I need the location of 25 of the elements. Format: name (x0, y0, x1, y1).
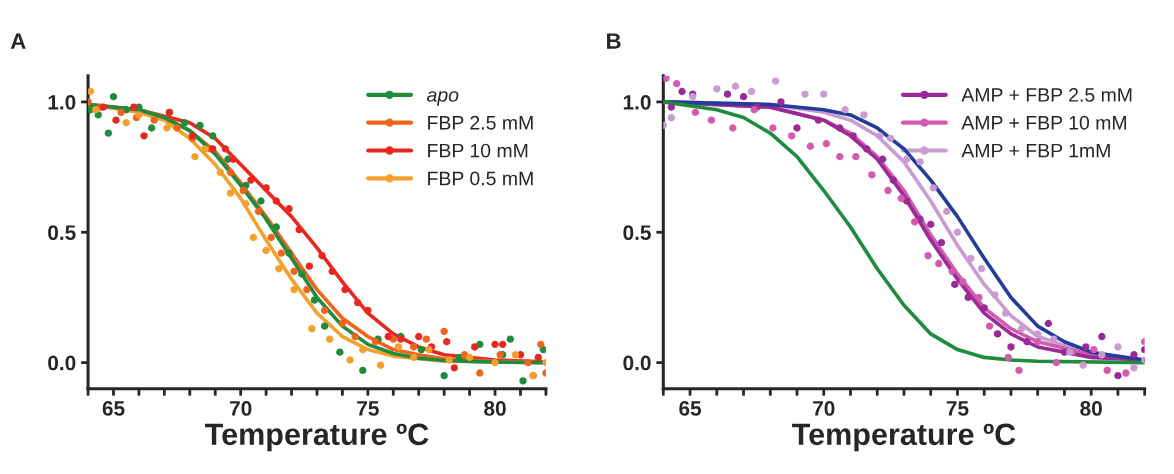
y-tick-label: 0.0 (623, 355, 651, 371)
chart-title: A (10, 33, 26, 49)
y-tick-label: 1.0 (48, 94, 76, 110)
y-tick-label: 0.5 (623, 225, 651, 241)
legend-label: AMP + FBP 2.5 mM (961, 88, 1132, 102)
y-tick-label: 1.0 (623, 94, 651, 110)
legend-label: AMP + FBP 10 mM (961, 115, 1126, 130)
legend-label: FBP 2.5 mM (428, 115, 533, 130)
x-tick-label: 70 (813, 401, 835, 416)
legend-label: FBP 0.5 mM (428, 171, 533, 186)
x-tick-label: 65 (679, 401, 702, 416)
x-tick-label: 75 (357, 401, 379, 416)
legend-label: apo (426, 91, 459, 106)
legend-label: AMP + FBP 1mM (961, 143, 1110, 158)
x-tick-label: 80 (484, 401, 506, 416)
legend-label: FBP 10 mM (428, 143, 528, 158)
x-tick-label: 80 (1080, 401, 1102, 416)
y-tick-label: 0.5 (48, 225, 76, 241)
y-tick-label: 0.0 (48, 355, 76, 371)
chart-title: B (607, 33, 621, 49)
x-axis-title: Temperature ºC (205, 423, 429, 452)
x-axis-title: Temperature ºC (792, 423, 1016, 452)
x-tick-label: 70 (229, 401, 252, 416)
x-tick-label: 75 (946, 401, 969, 416)
x-tick-label: 65 (102, 401, 125, 416)
